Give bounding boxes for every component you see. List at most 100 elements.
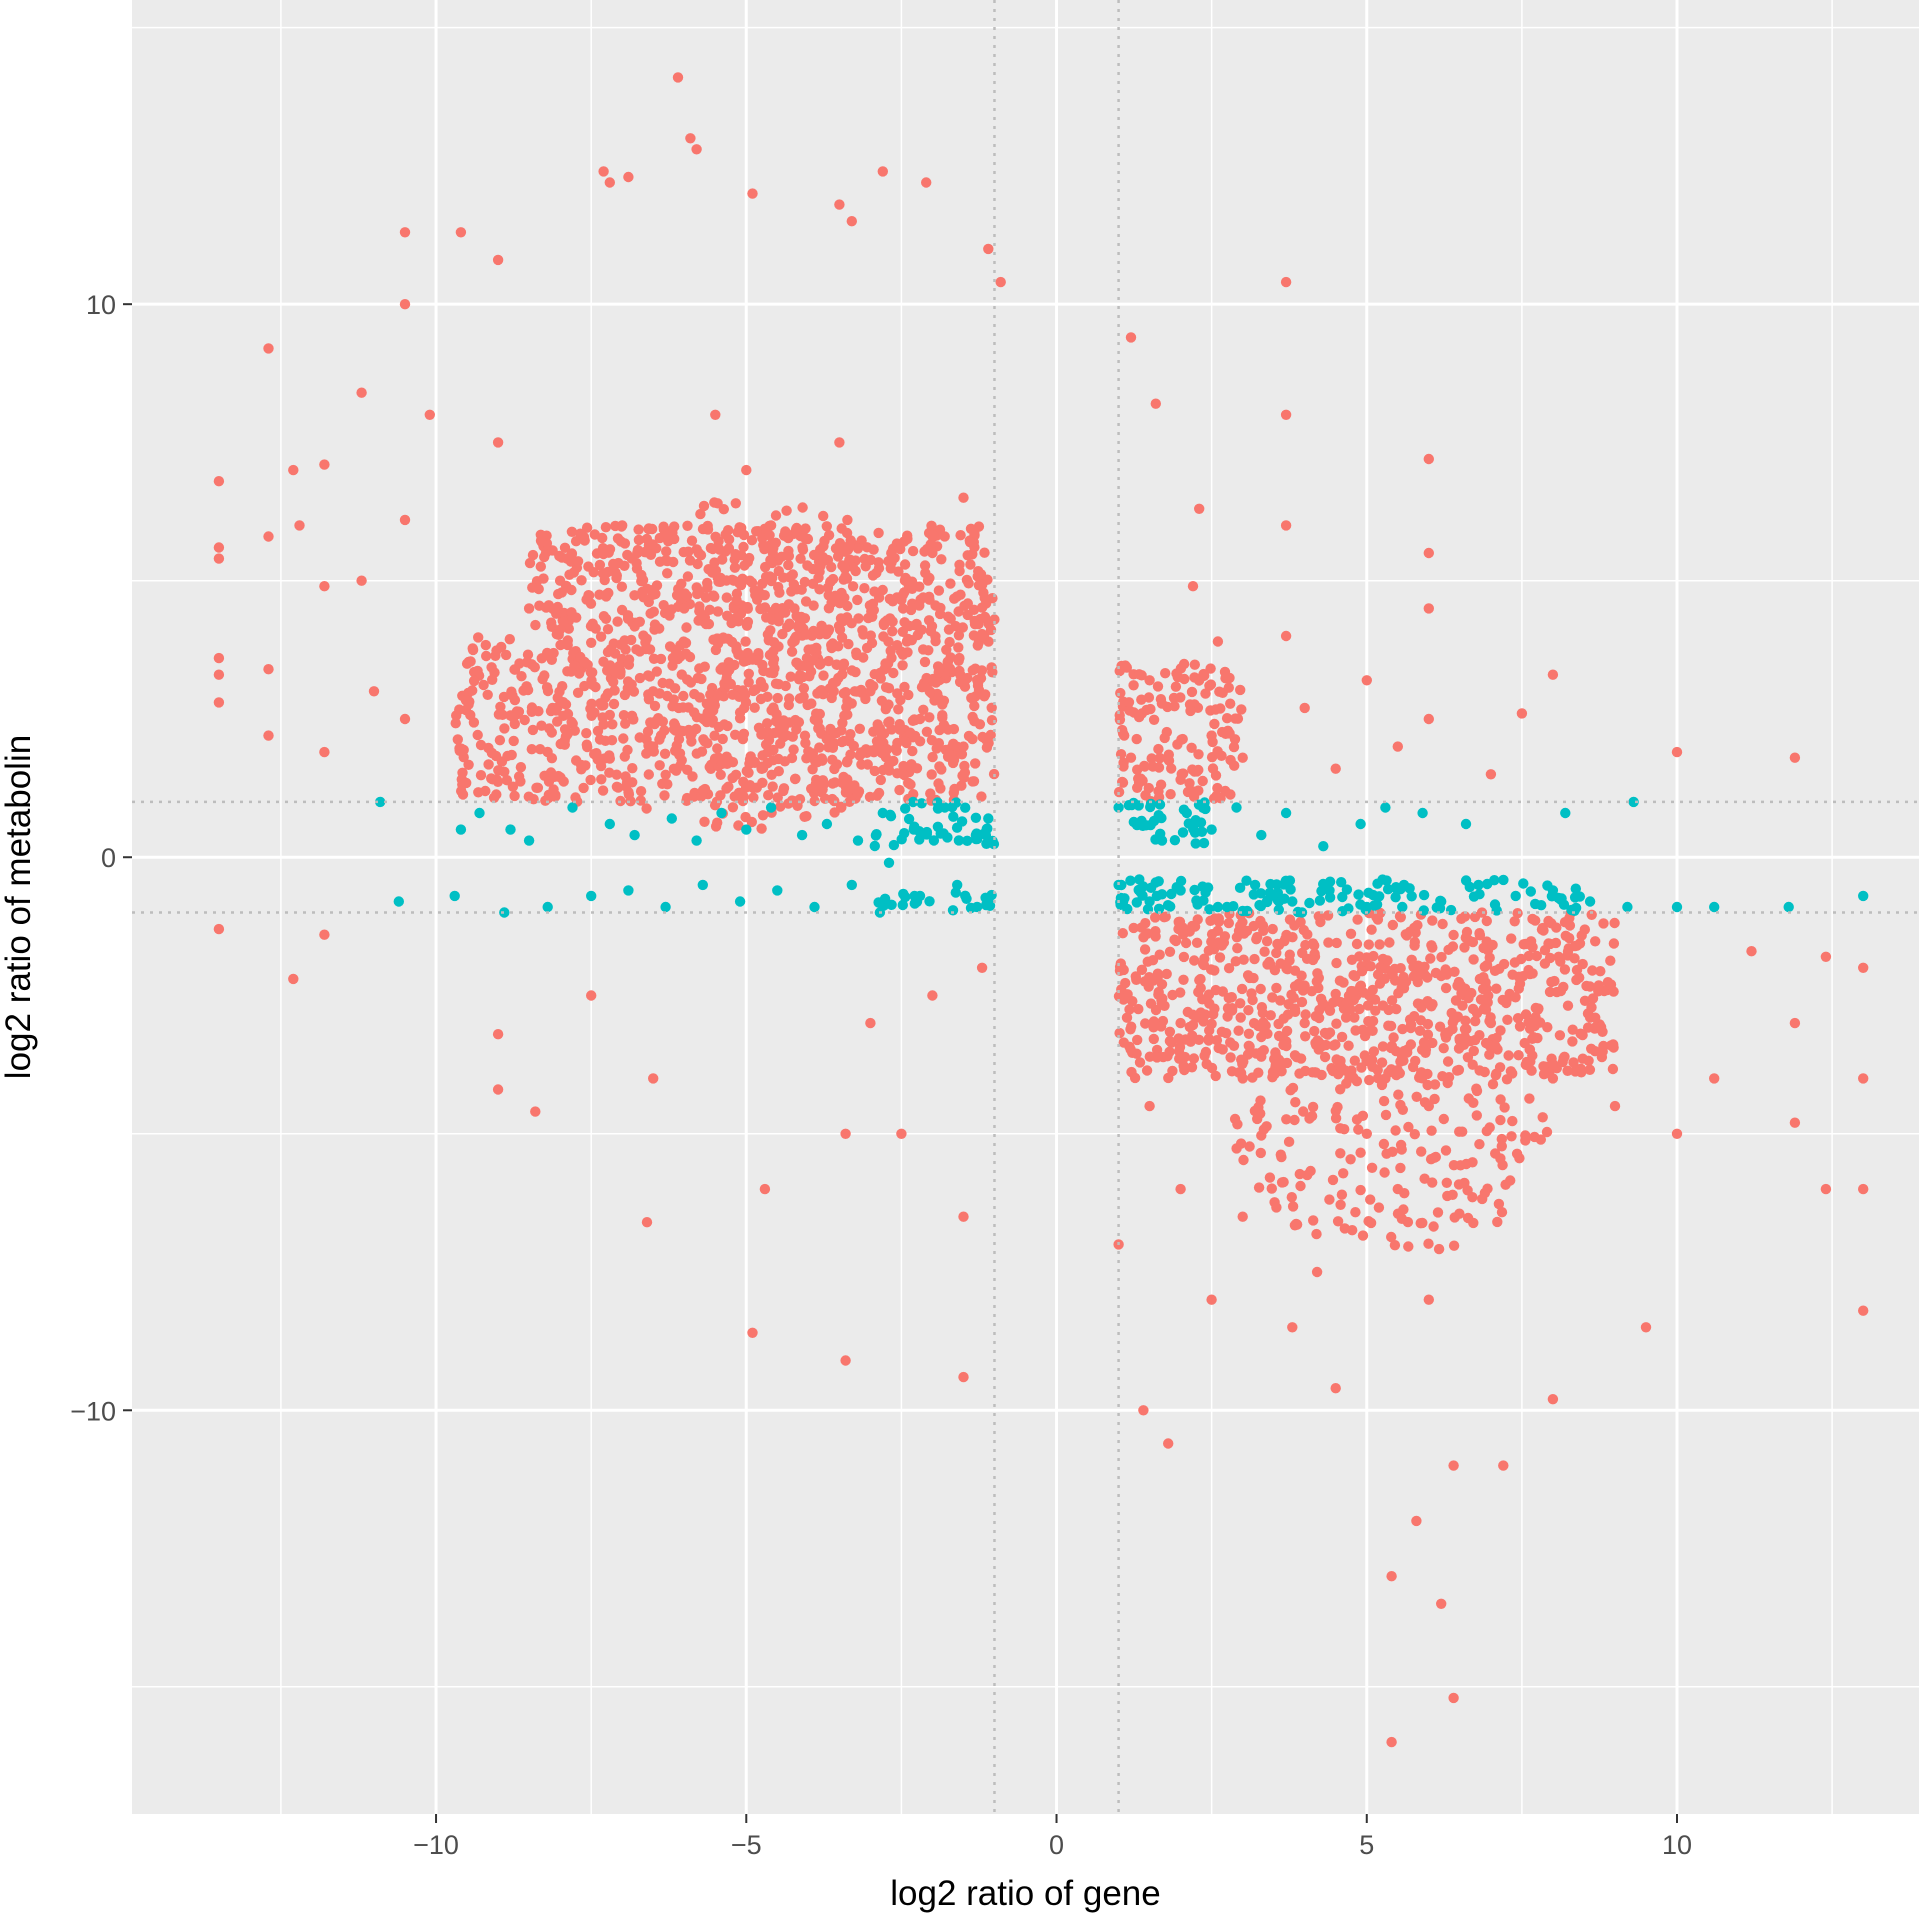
data-point — [727, 772, 738, 784]
data-point — [857, 625, 868, 636]
data-point — [494, 735, 506, 746]
data-point — [834, 437, 845, 448]
data-point — [263, 730, 274, 741]
data-point — [1574, 891, 1586, 902]
data-point — [619, 635, 630, 646]
data-point — [659, 748, 671, 759]
data-point — [937, 710, 948, 721]
data-point — [768, 755, 779, 766]
data-point — [722, 633, 734, 644]
data-point — [802, 560, 813, 571]
data-point — [598, 548, 609, 560]
data-point — [1189, 659, 1201, 670]
data-point — [755, 676, 767, 688]
data-point — [1509, 916, 1520, 927]
data-point — [1493, 1198, 1505, 1210]
data-point — [1128, 680, 1139, 691]
data-point — [963, 730, 975, 742]
data-point — [678, 690, 689, 702]
data-point — [1185, 1036, 1196, 1047]
data-point — [1211, 1035, 1223, 1046]
data-point — [885, 563, 896, 574]
data-point — [1422, 996, 1433, 1007]
data-point — [509, 694, 521, 706]
y-axis: −10 0 10 — [70, 290, 132, 1426]
data-point — [1140, 1018, 1151, 1029]
data-point — [1355, 1184, 1366, 1196]
data-point — [681, 795, 692, 806]
data-point — [798, 683, 810, 694]
data-point — [815, 658, 826, 669]
data-point — [1513, 983, 1525, 994]
data-point — [523, 835, 535, 846]
data-point — [1280, 875, 1292, 886]
data-point — [1159, 912, 1170, 923]
data-point — [1300, 1009, 1311, 1020]
data-point — [1284, 914, 1296, 925]
data-point — [631, 644, 642, 655]
data-point — [865, 686, 876, 697]
data-point — [661, 546, 672, 557]
data-point — [546, 727, 557, 738]
data-point — [1235, 684, 1246, 696]
data-point — [1173, 1033, 1184, 1044]
data-point — [1307, 954, 1319, 966]
data-point — [967, 711, 978, 723]
data-point — [1238, 1154, 1249, 1166]
data-point — [943, 624, 955, 635]
data-point — [807, 578, 819, 589]
data-point — [873, 527, 884, 539]
data-point — [914, 713, 926, 725]
data-point — [1125, 875, 1136, 886]
data-point — [837, 661, 849, 672]
data-point — [536, 653, 547, 664]
data-point — [1128, 922, 1139, 934]
data-point — [876, 744, 887, 756]
data-point — [475, 739, 487, 751]
data-point — [697, 785, 709, 796]
data-point — [821, 818, 833, 830]
data-point — [1313, 972, 1325, 984]
data-point — [840, 571, 851, 582]
data-point — [1434, 1021, 1446, 1032]
data-point — [1299, 980, 1310, 991]
data-point — [1671, 746, 1683, 758]
data-point — [597, 532, 608, 544]
data-point — [907, 745, 918, 757]
data-point — [1547, 669, 1559, 680]
data-point — [954, 559, 965, 570]
data-point — [424, 409, 435, 420]
data-point — [962, 550, 973, 561]
data-point — [1228, 1040, 1240, 1052]
data-point — [1480, 1004, 1492, 1015]
data-point — [1235, 1138, 1247, 1149]
data-point — [1131, 733, 1142, 745]
data-point — [1248, 889, 1260, 900]
data-point — [1485, 1017, 1497, 1029]
data-point — [1178, 951, 1190, 963]
data-point — [536, 720, 547, 731]
data-point — [759, 1183, 771, 1195]
data-point — [356, 387, 367, 398]
data-point — [294, 520, 305, 531]
data-point — [604, 177, 615, 188]
data-point — [620, 771, 631, 782]
data-point — [786, 646, 798, 657]
data-point — [609, 666, 621, 677]
data-point — [979, 547, 990, 558]
data-point — [1232, 943, 1243, 954]
data-point — [585, 774, 596, 786]
data-point — [817, 689, 829, 700]
data-point — [927, 751, 938, 763]
data-point — [463, 759, 474, 770]
data-point — [263, 531, 274, 542]
data-point — [399, 299, 411, 310]
data-point — [781, 505, 792, 516]
data-point — [1442, 1056, 1454, 1067]
data-point — [1177, 827, 1189, 838]
data-point — [1363, 1016, 1374, 1027]
data-point — [843, 638, 854, 650]
data-point — [659, 607, 671, 619]
data-point — [818, 510, 829, 522]
data-point — [1269, 965, 1281, 976]
